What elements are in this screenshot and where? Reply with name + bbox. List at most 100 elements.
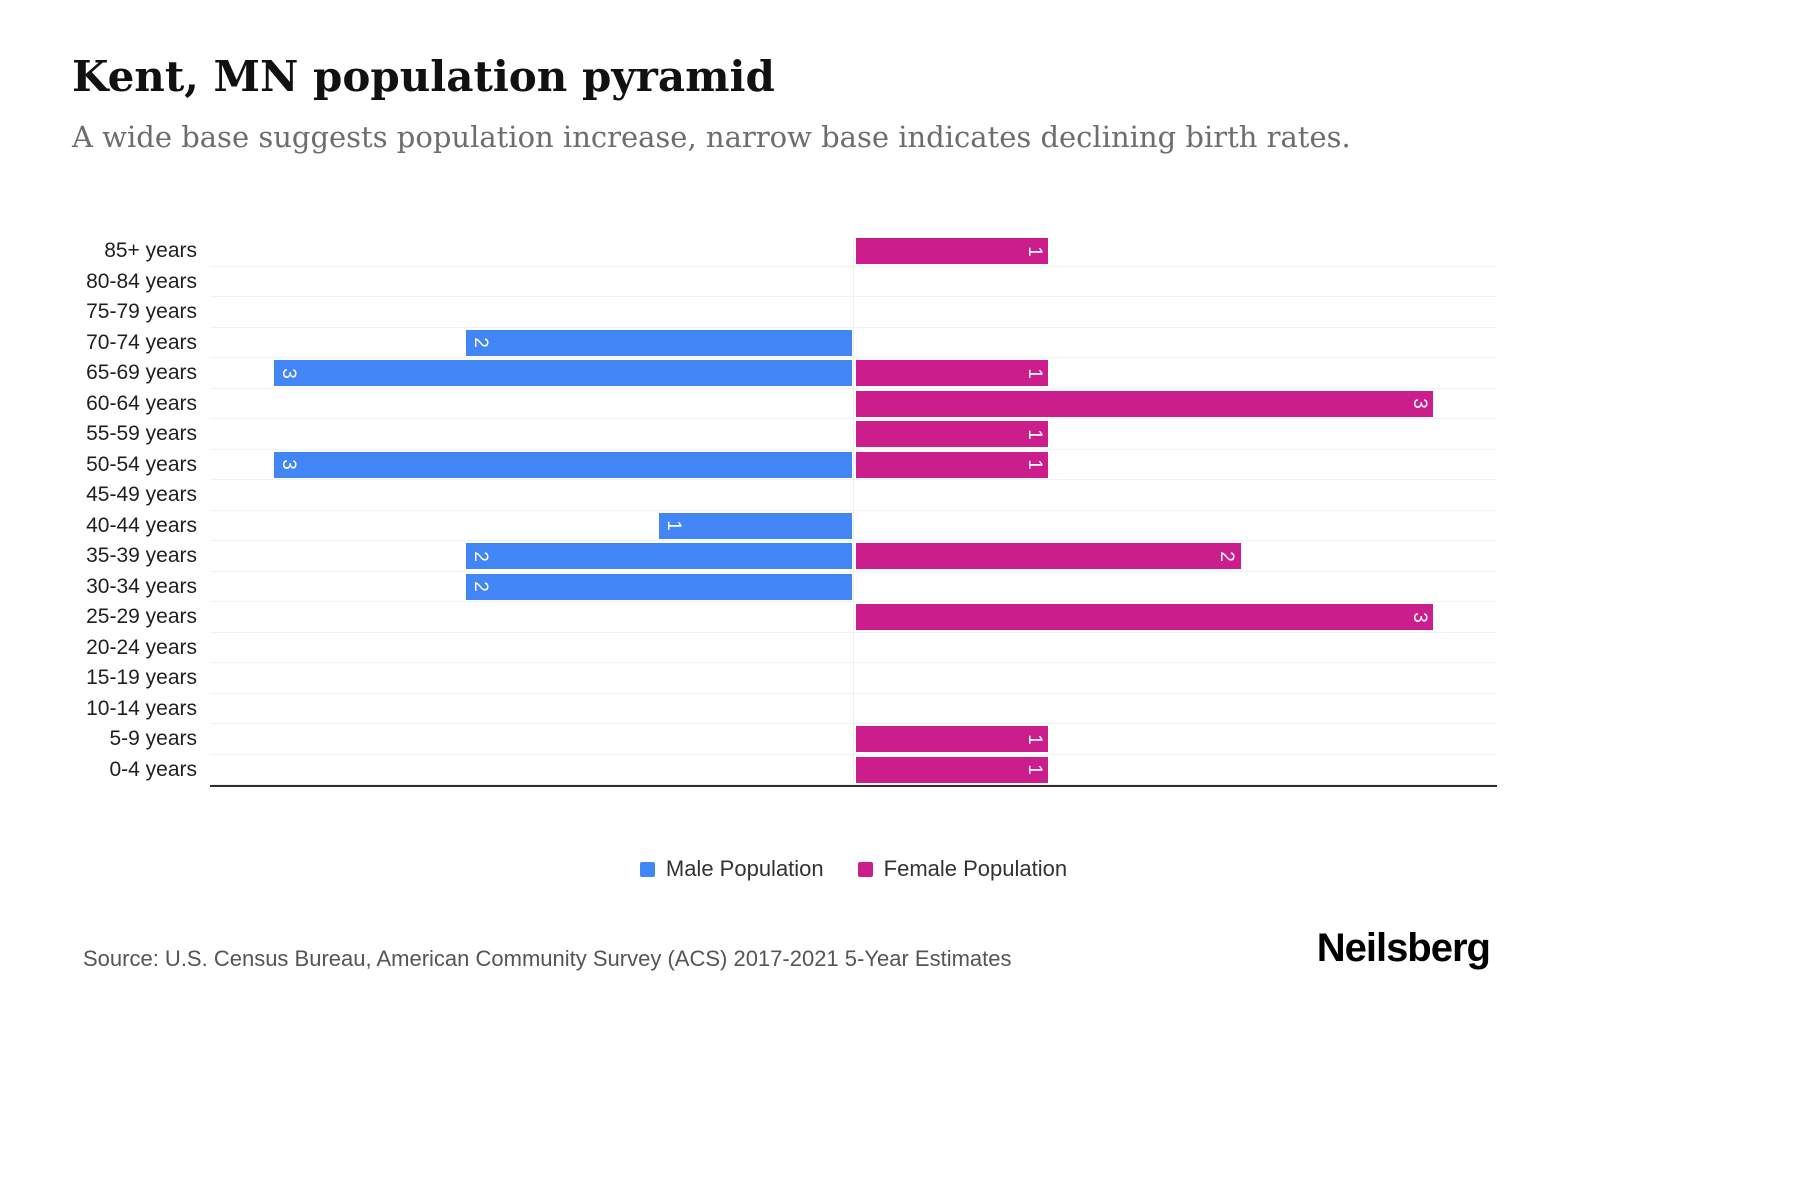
center-axis-line [853, 510, 854, 541]
bar-value-label: 2 [469, 581, 491, 592]
female-bar[interactable]: 1 [855, 726, 1049, 752]
male-bar[interactable]: 3 [273, 451, 852, 478]
male-half [210, 633, 854, 664]
female-bar[interactable]: 3 [855, 604, 1434, 630]
female-half: 1 [854, 450, 1498, 481]
female-half: 1 [854, 236, 1498, 267]
male-half [210, 236, 854, 267]
bar-value-label: 2 [469, 337, 491, 348]
center-axis-line [853, 754, 854, 785]
pyramid-plot-row [210, 632, 1497, 664]
pyramid-row: 40-44 years 1 [60, 510, 1498, 542]
center-axis-line [853, 632, 854, 663]
age-group-label: 35-39 years [86, 544, 197, 567]
page-title: Kent, MN population pyramid [72, 52, 775, 101]
male-half [210, 480, 854, 511]
pyramid-row: 30-34 years 2 [60, 571, 1497, 603]
age-group-label: 20-24 years [86, 635, 197, 659]
pyramid-row: 80-84 years [60, 266, 1497, 297]
pyramid-row: 55-59 years 1 [60, 419, 1497, 450]
female-half [854, 663, 1498, 694]
pyramid-row: 65-69 years 3 1 [60, 358, 1497, 389]
female-half: 1 [854, 419, 1498, 450]
pyramid-plot-row [210, 480, 1497, 511]
center-axis-line [853, 541, 854, 572]
pyramid-plot-row: 1 [210, 754, 1498, 786]
male-half [210, 724, 854, 755]
male-half [210, 602, 854, 633]
female-bar[interactable]: 2 [855, 543, 1241, 569]
center-axis-line [853, 388, 854, 419]
male-bar[interactable]: 1 [658, 512, 852, 539]
age-group-label: 70-74 years [86, 330, 197, 354]
female-bar[interactable]: 1 [855, 238, 1049, 264]
pyramid-row: 20-24 years [60, 632, 1497, 664]
pyramid-plot-row [210, 693, 1498, 725]
bar-value-label: 1 [1023, 764, 1045, 775]
center-axis-line [853, 266, 854, 297]
age-group-label: 5-9 years [109, 727, 197, 750]
bar-value-label: 3 [277, 367, 299, 379]
center-axis-line [853, 449, 854, 480]
female-bar[interactable]: 1 [855, 756, 1049, 783]
pyramid-plot-row: 3 [210, 602, 1497, 633]
bar-value-label: 2 [1216, 550, 1238, 562]
pyramid-plot-row [210, 266, 1497, 297]
pyramid-row: 50-54 years 3 1 [60, 449, 1498, 481]
pyramid-row: 35-39 years 2 2 [60, 541, 1497, 572]
age-group-label: 30-34 years [86, 574, 197, 598]
bar-value-label: 1 [1023, 733, 1045, 745]
female-bar[interactable]: 1 [855, 360, 1049, 386]
male-bar[interactable]: 2 [466, 329, 852, 356]
age-group-label: 65-69 years [86, 361, 197, 384]
male-half: 1 [210, 511, 854, 542]
bar-value-label: 1 [662, 520, 684, 531]
age-group-label: 25-29 years [86, 605, 197, 628]
pyramid-plot-row: 3 [210, 388, 1497, 420]
female-half [854, 511, 1498, 542]
population-pyramid-chart: 85+ years 1 80-84 years 75-79 years 70-74 ye… [60, 236, 1497, 788]
pyramid-plot-row: 1 [210, 724, 1497, 755]
legend-item-female[interactable]: Female Population [857, 856, 1067, 882]
female-bar[interactable]: 1 [855, 421, 1049, 447]
age-group-label: 0-4 years [109, 757, 197, 781]
pyramid-row: 85+ years 1 [60, 236, 1497, 267]
female-half [854, 694, 1498, 725]
male-bar[interactable]: 3 [273, 360, 852, 386]
male-half [210, 297, 854, 328]
age-group-label: 55-59 years [86, 422, 197, 445]
center-axis-line [853, 358, 854, 389]
female-bar[interactable]: 3 [855, 390, 1434, 417]
legend-item-male[interactable]: Male Population [639, 856, 824, 882]
age-group-label: 75-79 years [86, 300, 197, 323]
age-group-label: 10-14 years [86, 696, 197, 720]
male-bar[interactable]: 2 [466, 573, 852, 600]
male-half [210, 389, 854, 420]
male-half [210, 694, 854, 725]
pyramid-row: 10-14 years [60, 693, 1498, 725]
pyramid-row: 75-79 years [60, 297, 1497, 328]
pyramid-rows: 85+ years 1 80-84 years 75-79 years 70-74 ye… [60, 236, 1497, 785]
bar-value-label: 1 [1023, 367, 1045, 379]
center-axis-line [853, 236, 854, 267]
male-swatch-icon [639, 861, 655, 877]
age-group-label: 85+ years [104, 239, 197, 262]
female-half: 1 [854, 724, 1498, 755]
pyramid-row: 45-49 years [60, 480, 1497, 511]
pyramid-row: 70-74 years 2 [60, 327, 1497, 358]
bar-value-label: 3 [277, 459, 299, 470]
female-half: 1 [854, 755, 1498, 786]
pyramid-plot-row: 2 [210, 571, 1497, 603]
female-bar[interactable]: 1 [855, 451, 1049, 478]
male-half: 2 [210, 572, 854, 603]
pyramid-row: 15-19 years [60, 663, 1497, 694]
source-text: Source: U.S. Census Bureau, American Com… [83, 946, 1012, 971]
male-bar[interactable]: 2 [466, 543, 852, 569]
center-axis-line [853, 602, 854, 633]
female-half: 3 [854, 602, 1498, 633]
bar-value-label: 1 [1023, 459, 1045, 470]
male-half: 3 [210, 358, 854, 389]
male-half [210, 663, 854, 694]
